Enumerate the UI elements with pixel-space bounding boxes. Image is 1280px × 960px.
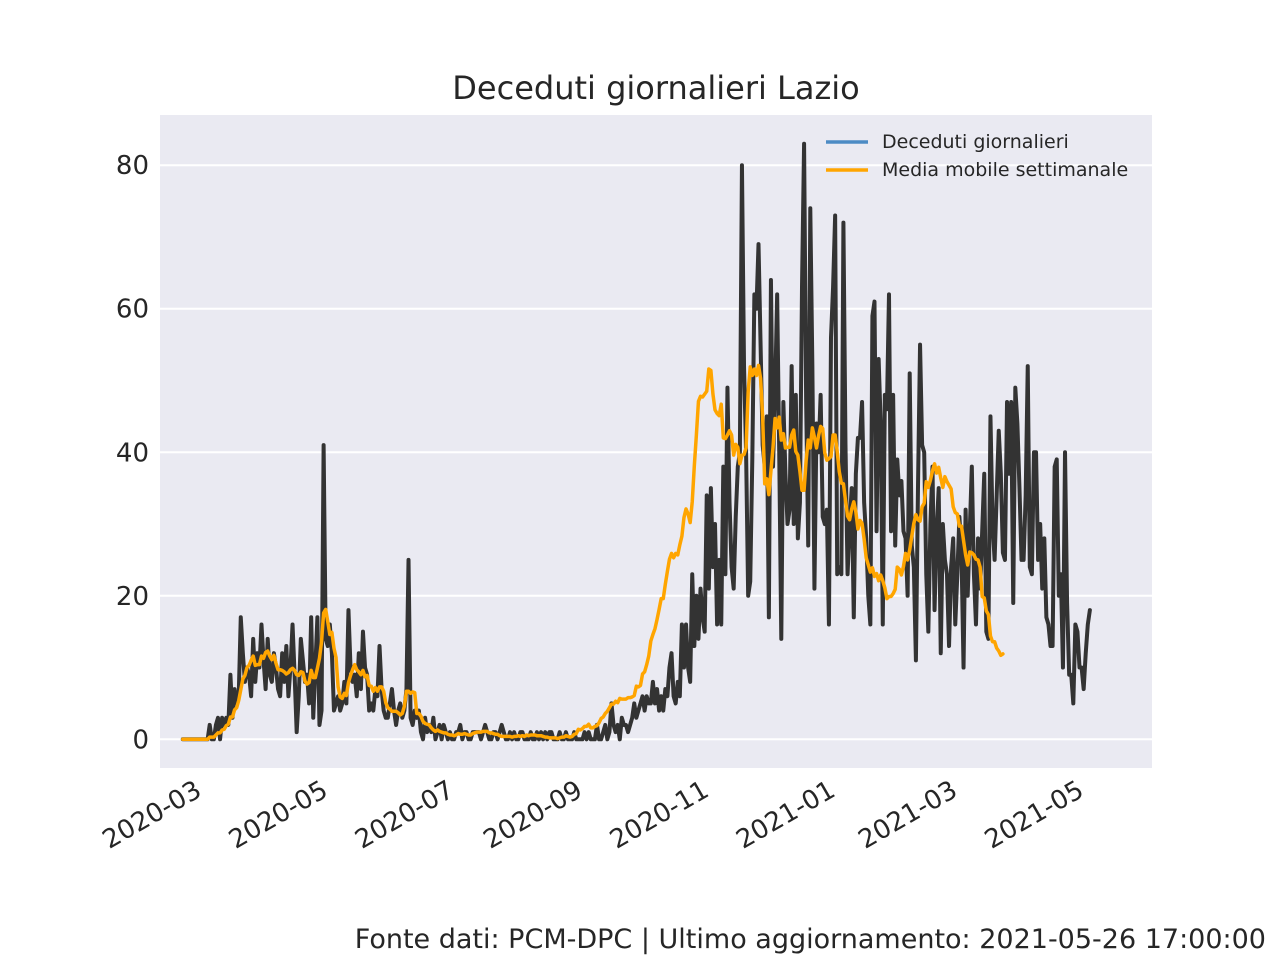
y-tick-label: 80 xyxy=(116,151,149,181)
x-tick-label: 2020-05 xyxy=(224,775,333,855)
y-tick-label: 0 xyxy=(132,725,149,755)
series-layer xyxy=(180,141,1092,742)
x-tick-label: 2020-07 xyxy=(350,775,459,855)
y-tick-label: 60 xyxy=(116,295,149,325)
x-tick-label: 2020-03 xyxy=(98,775,207,855)
legend-label: Media mobile settimanale xyxy=(882,159,1128,181)
y-tick-label: 20 xyxy=(116,582,149,612)
x-tick-label: 2021-03 xyxy=(854,775,963,855)
plot-area xyxy=(160,115,1152,768)
series-line-daily xyxy=(180,141,1092,742)
legend: Deceduti giornalieri Media mobile settima… xyxy=(826,131,1128,181)
y-tick-label: 40 xyxy=(116,438,149,468)
legend-label: Deceduti giornalieri xyxy=(882,131,1069,153)
x-tick-label: 2021-01 xyxy=(731,775,840,855)
footer-source: Fonte dati: PCM-DPC | Ultimo aggiornamen… xyxy=(354,924,1266,955)
chart-title: Deceduti giornalieri Lazio xyxy=(452,69,859,107)
x-tick-label: 2020-09 xyxy=(479,775,588,855)
series-line-moving-average xyxy=(181,363,1005,742)
x-tick-label: 2021-05 xyxy=(980,775,1089,855)
x-tick-label: 2020-11 xyxy=(605,775,714,855)
